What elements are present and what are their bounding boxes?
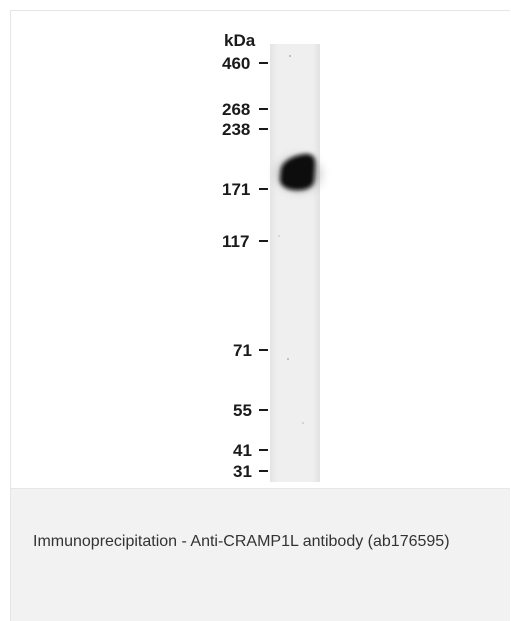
image-caption: Immunoprecipitation - Anti-CRAMP1L antib…: [33, 533, 450, 550]
marker-71: 71: [233, 341, 268, 360]
marker-label-117: 117: [222, 232, 249, 251]
gel-lane: [270, 44, 320, 482]
marker-label-238: 238: [222, 120, 250, 139]
gel-speck: [289, 55, 291, 57]
image-card: kDa 460 268 238 171 117: [10, 10, 510, 621]
marker-31: 31: [233, 462, 268, 481]
western-blot-figure[interactable]: kDa 460 268 238 171 117: [10, 10, 510, 489]
kda-unit-label: kDa: [224, 31, 256, 50]
marker-55: 55: [233, 401, 268, 420]
marker-460: 460: [222, 54, 268, 73]
marker-41: 41: [233, 441, 268, 460]
marker-label-460: 460: [222, 54, 250, 73]
marker-label-41: 41: [233, 441, 252, 460]
marker-label-71: 71: [233, 341, 252, 360]
marker-171: 171: [222, 180, 268, 199]
caption-panel: Immunoprecipitation - Anti-CRAMP1L antib…: [10, 489, 510, 621]
western-blot-image: kDa 460 268 238 171 117: [222, 31, 321, 482]
marker-268: 268: [222, 100, 268, 119]
marker-label-171: 171: [222, 180, 250, 199]
gel-speck: [278, 235, 280, 237]
marker-238: 238: [222, 120, 268, 139]
marker-label-55: 55: [233, 401, 252, 420]
marker-117: 117: [222, 232, 268, 251]
protein-band: [280, 154, 316, 191]
marker-label-31: 31: [233, 462, 252, 481]
gel-speck: [287, 358, 289, 360]
marker-label-268: 268: [222, 100, 250, 119]
gel-speck: [302, 422, 304, 424]
